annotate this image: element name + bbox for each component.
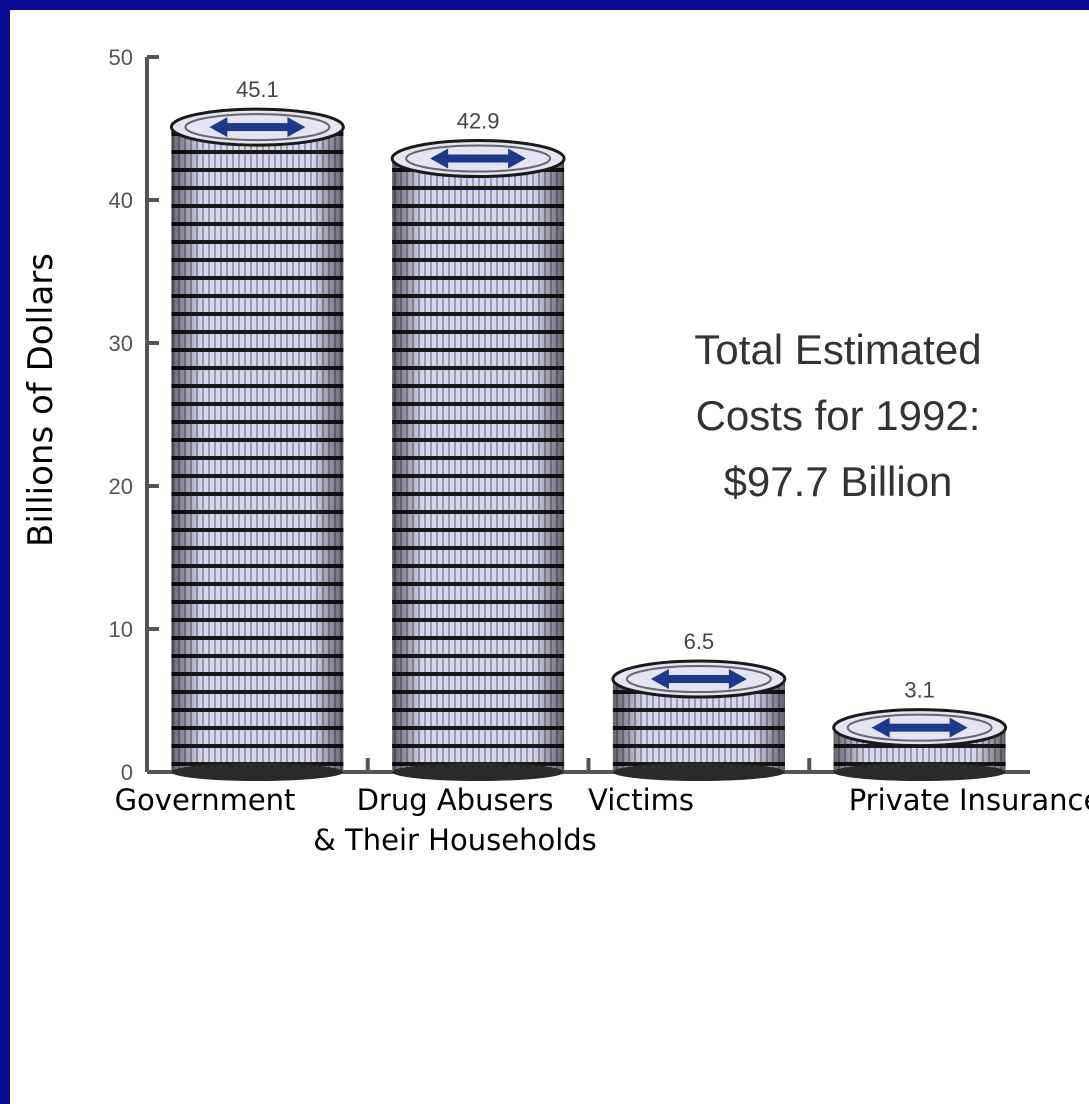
total-cost-annotation: Total Estimated Costs for 1992: $97.7 Bill…: [694, 326, 981, 505]
data-label: 45.1: [236, 77, 279, 102]
bar-bottom: [833, 763, 1006, 781]
coin-emblem-icon: [650, 669, 747, 690]
coin-emblem-icon: [871, 717, 968, 738]
x-tick-label: Private Insurance: [849, 783, 1089, 817]
bar-top-rim: [405, 144, 552, 173]
y-tick-label: 0: [121, 760, 133, 785]
annotation-line: Total Estimated: [694, 326, 981, 373]
bar-top-rim: [846, 713, 993, 742]
bar-1: [390, 139, 566, 781]
bar-2: [611, 659, 787, 781]
x-tick-label: Government: [115, 783, 296, 817]
bar-chart: 0 10 20 30 40 50 45.1 Government 42.9 Drug Abuse…: [21, 45, 1089, 857]
bar-bottom: [171, 763, 344, 781]
y-tick-label: 20: [109, 474, 133, 499]
bar-bottom: [392, 763, 565, 781]
data-label: 6.5: [684, 629, 715, 654]
annotation-line: $97.7 Billion: [724, 458, 953, 505]
bar-shading: [171, 127, 344, 772]
chart-frame: 0 10 20 30 40 50 45.1 Government 42.9 Drug Abuse…: [10, 10, 1089, 1104]
bar-0: [169, 107, 345, 781]
bars: [169, 107, 1008, 781]
bar-shading: [392, 158, 565, 772]
bar-bottom: [612, 763, 785, 781]
y-tick-label: 50: [109, 45, 133, 70]
x-tick-label: & Their Households: [313, 823, 597, 857]
x-tick-label: Victims: [588, 783, 694, 817]
y-tick-label: 30: [109, 331, 133, 356]
data-label: 3.1: [904, 678, 935, 703]
bar-top-rim: [184, 113, 331, 142]
y-axis-label: Billions of Dollars: [21, 253, 61, 547]
bar-top-rim: [625, 665, 772, 694]
x-tick-label: Drug Abusers: [357, 783, 554, 817]
data-label: 42.9: [457, 109, 500, 134]
coin-emblem-icon: [209, 117, 306, 138]
y-tick-label: 10: [109, 617, 133, 642]
labels: 45.1 Government 42.9 Drug Abusers & Their Ho…: [115, 77, 1089, 857]
annotation-line: Costs for 1992:: [696, 392, 981, 439]
y-tick-label: 40: [109, 188, 133, 213]
coin-emblem-icon: [430, 148, 527, 169]
bar-3: [832, 708, 1008, 781]
